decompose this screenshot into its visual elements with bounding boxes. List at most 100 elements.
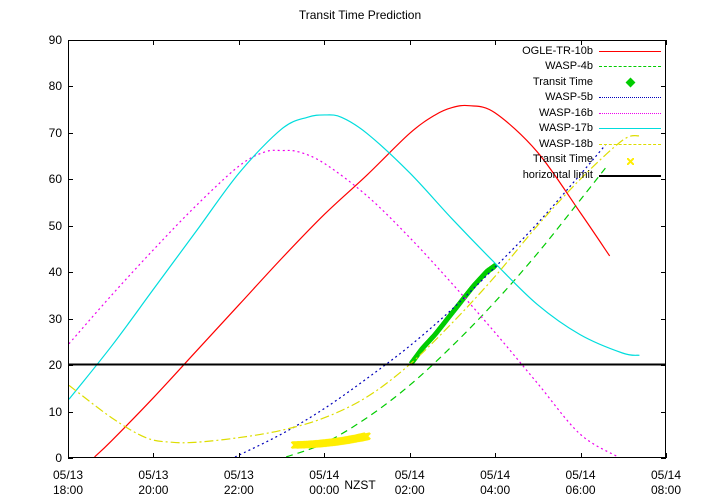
legend-swatch: [599, 169, 661, 181]
x-tick-mark: [409, 40, 411, 45]
y-tick-label: 70: [48, 125, 62, 140]
transit-time-markers: [290, 432, 371, 449]
x-tick-mark: [580, 453, 582, 458]
legend-label: OGLE-TR-10b: [522, 44, 593, 57]
y-tick-mark: [661, 86, 666, 88]
series-line: [69, 149, 619, 457]
legend-label: horizontal limit: [522, 168, 593, 181]
y-tick-mark: [68, 411, 73, 413]
y-tick-mark: [661, 132, 666, 134]
legend-line: [599, 128, 661, 130]
x-tick-label: 05/14 06:00: [565, 468, 596, 497]
legend-label: WASP-17b: [538, 122, 593, 135]
y-tick-mark: [68, 272, 73, 274]
y-tick-mark: [68, 225, 73, 227]
x-tick-mark: [666, 40, 667, 45]
legend-line: [599, 143, 661, 145]
legend-line: [599, 66, 661, 68]
x-tick-label: 05/14 02:00: [394, 468, 425, 497]
legend-entry: horizontal limit: [522, 167, 661, 183]
x-tick-mark: [666, 453, 667, 458]
cross-marker-icon: [626, 156, 635, 166]
y-tick-label: 50: [48, 218, 62, 233]
chart-title: Transit Time Prediction: [298, 8, 422, 22]
legend-label: WASP-18b: [538, 137, 593, 150]
x-tick-mark: [68, 40, 69, 45]
legend-label: WASP-5b: [545, 91, 593, 104]
x-tick-mark: [324, 40, 326, 45]
x-tick-mark: [409, 453, 411, 458]
y-tick-mark: [68, 86, 73, 88]
plot-lines: [69, 104, 665, 457]
y-tick-mark: [68, 40, 73, 41]
y-tick-mark: [68, 318, 73, 320]
legend-label: WASP-16b: [538, 106, 593, 119]
legend-line: [599, 174, 661, 177]
series-line: [69, 114, 640, 400]
x-tick-mark: [153, 453, 155, 458]
x-tick-mark: [324, 453, 326, 458]
legend-swatch: [599, 138, 661, 150]
transit-time-markers: [408, 262, 498, 366]
legend-entry: Transit Time: [522, 152, 661, 168]
y-tick-mark: [661, 272, 666, 274]
x-tick-mark: [68, 453, 69, 458]
series-line: [69, 135, 640, 444]
series-line: [234, 144, 606, 457]
legend-label: Transit Time: [532, 75, 593, 88]
x-tick-label: 05/14 08:00: [650, 468, 682, 497]
legend-entry: WASP-4b: [522, 59, 661, 75]
x-tick-mark: [495, 453, 497, 458]
legend-line: [599, 50, 661, 52]
x-tick-mark: [238, 453, 240, 458]
legend-entry: WASP-18b: [522, 136, 661, 152]
y-tick-mark: [68, 132, 73, 134]
series-line: [285, 167, 606, 457]
y-tick-mark: [661, 40, 666, 41]
y-tick-label: 0: [55, 451, 62, 465]
y-tick-label: 40: [48, 265, 62, 280]
x-tick-mark: [495, 40, 497, 45]
diamond-marker-icon: [625, 77, 636, 88]
x-tick-label: 05/13 20:00: [138, 468, 169, 497]
legend-swatch: [599, 76, 661, 88]
y-tick-mark: [661, 318, 666, 320]
series-line: [94, 104, 611, 457]
legend: OGLE-TR-10b WASP-4b Transit Time WASP-5b WAS…: [522, 43, 661, 183]
legend-swatch: [599, 91, 661, 103]
plot-area: OGLE-TR-10b WASP-4b Transit Time WASP-5b WAS…: [68, 40, 666, 458]
x-tick-mark: [580, 40, 582, 45]
legend-label: WASP-4b: [545, 60, 593, 73]
legend-entry: OGLE-TR-10b: [522, 43, 661, 59]
legend-entry: WASP-17b: [522, 121, 661, 137]
legend-entry: WASP-5b: [522, 90, 661, 106]
y-tick-mark: [661, 179, 666, 181]
y-tick-mark: [661, 365, 666, 367]
y-tick-mark: [68, 458, 73, 459]
x-tick-mark: [153, 40, 155, 45]
x-tick-label: 05/14 04:00: [480, 468, 511, 497]
x-axis-label: NZST: [344, 478, 376, 492]
x-tick-label: 05/14 00:00: [309, 468, 340, 497]
y-tick-mark: [661, 225, 666, 227]
legend-line: [599, 112, 661, 114]
legend-swatch: [599, 122, 661, 134]
x-tick-label: 05/13 22:00: [223, 468, 254, 497]
legend-line: [599, 97, 661, 99]
y-tick-label: 90: [48, 33, 62, 47]
legend-entry: WASP-16b: [522, 105, 661, 121]
y-tick-label: 60: [48, 172, 62, 187]
legend-entry: Transit Time: [522, 74, 661, 90]
legend-swatch: [599, 107, 661, 119]
x-tick-mark: [238, 40, 240, 45]
legend-swatch: [599, 45, 661, 57]
y-tick-label: 80: [48, 79, 62, 94]
legend-swatch: [599, 60, 661, 72]
y-tick-mark: [661, 411, 666, 413]
x-tick-label: 05/13 18:00: [52, 468, 84, 497]
y-tick-label: 30: [48, 311, 62, 326]
y-tick-mark: [68, 179, 73, 181]
legend-swatch: [599, 153, 661, 166]
y-tick-mark: [661, 458, 666, 459]
